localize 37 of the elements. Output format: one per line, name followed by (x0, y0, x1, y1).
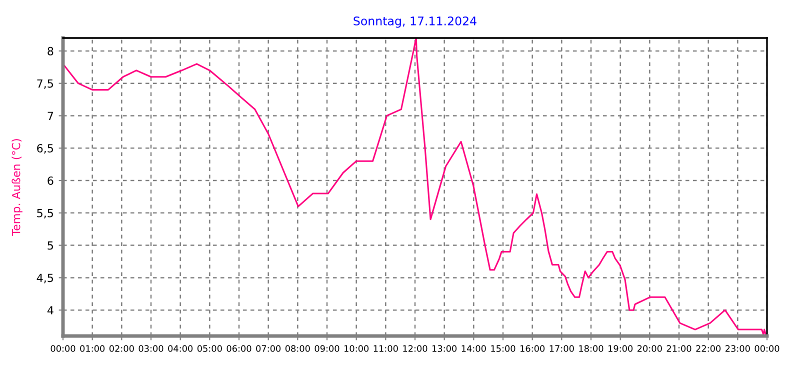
x-tick-label: 08:00 (285, 345, 310, 352)
y-tick-label: 6 (48, 176, 54, 185)
x-tick-label: 05:00 (197, 345, 222, 352)
x-tick-label: 10:00 (344, 345, 369, 352)
y-tick-label: 7,5 (37, 79, 53, 89)
line-series (63, 38, 767, 336)
y-tick-label: 8 (48, 46, 54, 56)
y-tick-label: 6,5 (37, 144, 53, 154)
y-tick-label: 5 (48, 241, 53, 250)
x-tick-label: 12:00 (403, 345, 428, 352)
x-tick-label: 06:00 (226, 345, 252, 352)
x-tick-label: 18:00 (579, 345, 604, 352)
x-tick-label: 17:00 (550, 345, 574, 352)
x-tick-label: 04:00 (168, 345, 193, 352)
x-tick-label: 14:00 (462, 345, 486, 352)
y-tick-label: 5,5 (37, 209, 53, 218)
y-axis-title: Temp. Außen (°C) (12, 139, 22, 236)
x-tick-label: 03:00 (138, 345, 164, 352)
y-tick-label: 7 (48, 112, 54, 120)
y-tick-label: 4 (47, 306, 54, 314)
x-tick-label: 19:00 (608, 345, 633, 352)
x-tick-label: 15:00 (491, 345, 516, 352)
x-tick-label: 00:00 (754, 345, 780, 352)
x-tick-label: 20:00 (638, 345, 662, 352)
x-tick-label: 13:00 (432, 345, 457, 352)
chart-title: Sonntag, 17.11.2024 (354, 16, 476, 28)
x-tick-label: 23:00 (726, 345, 750, 352)
x-tick-label: 02:00 (109, 345, 134, 352)
y-tick-label: 4,5 (36, 274, 53, 284)
x-tick-label: 16:00 (520, 345, 545, 352)
x-tick-label: 01:00 (80, 345, 105, 352)
x-tick-label: 07:00 (256, 345, 281, 352)
x-tick-label: 00:00 (50, 345, 76, 352)
x-tick-label: 09:00 (314, 345, 340, 352)
x-tick-label: 11:00 (374, 345, 398, 352)
x-tick-label: 22:00 (696, 345, 721, 352)
x-tick-label: 21:00 (666, 345, 692, 352)
